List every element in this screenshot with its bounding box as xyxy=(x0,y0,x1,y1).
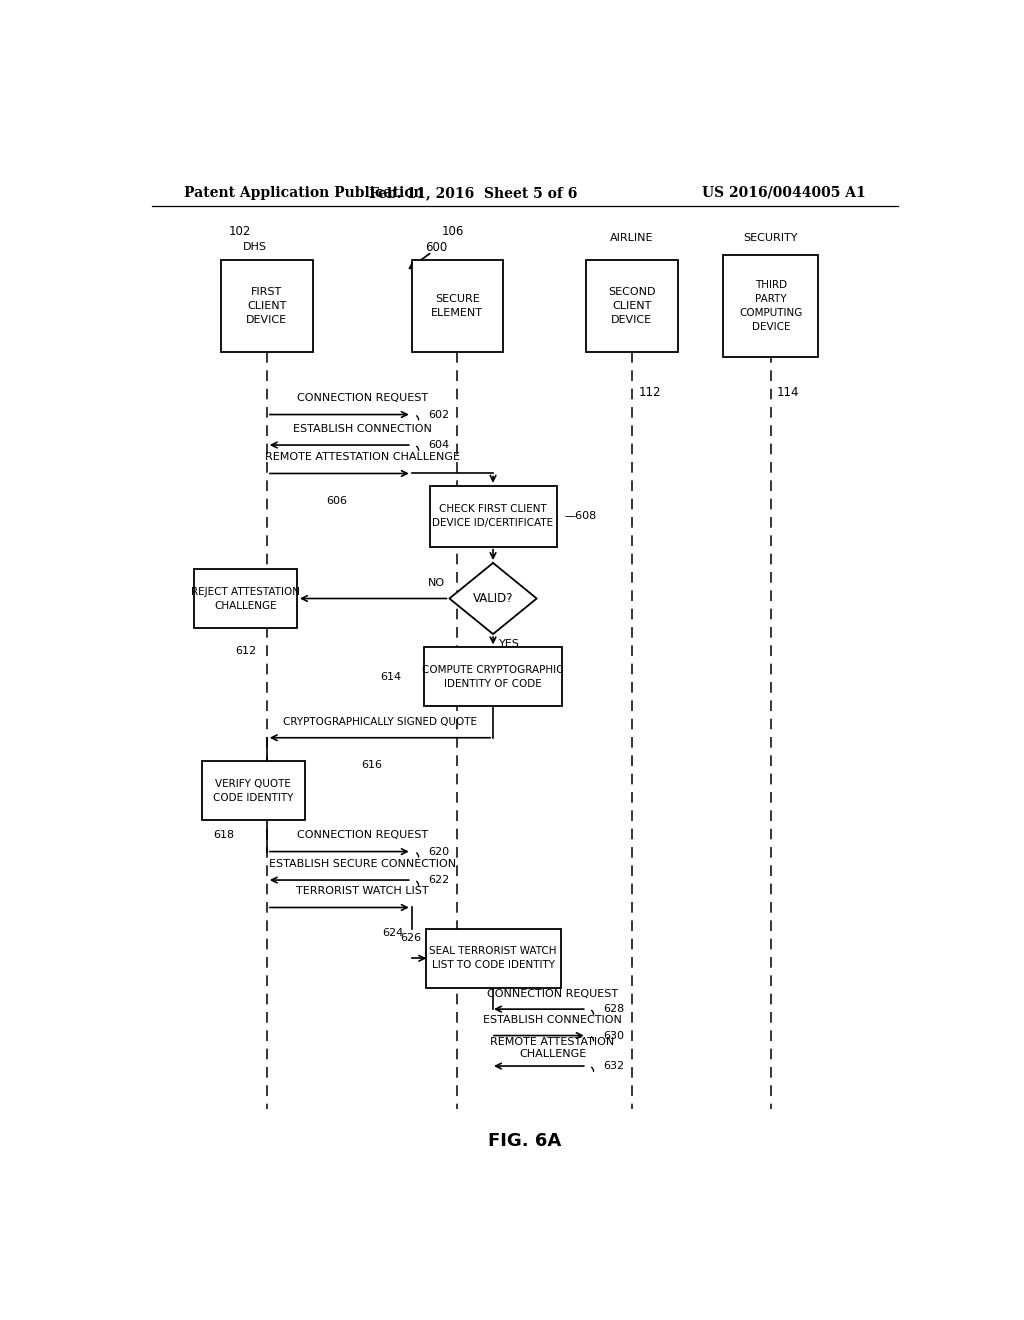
FancyBboxPatch shape xyxy=(194,569,297,628)
Text: ESTABLISH CONNECTION: ESTABLISH CONNECTION xyxy=(483,1015,622,1026)
Text: 630: 630 xyxy=(603,1031,625,1040)
Text: CONNECTION REQUEST: CONNECTION REQUEST xyxy=(297,830,428,841)
Text: 628: 628 xyxy=(603,1005,625,1014)
Text: CONNECTION REQUEST: CONNECTION REQUEST xyxy=(487,989,618,999)
Text: 106: 106 xyxy=(441,226,464,238)
Text: TERRORIST WATCH LIST: TERRORIST WATCH LIST xyxy=(296,886,428,896)
Text: 632: 632 xyxy=(603,1061,625,1071)
Text: DHS: DHS xyxy=(243,242,267,252)
Text: THIRD
PARTY
COMPUTING
DEVICE: THIRD PARTY COMPUTING DEVICE xyxy=(739,280,803,331)
Text: AIRLINE: AIRLINE xyxy=(610,232,653,243)
Text: CONNECTION REQUEST: CONNECTION REQUEST xyxy=(297,393,428,404)
Text: 610: 610 xyxy=(454,649,474,659)
Text: SECURITY: SECURITY xyxy=(743,232,798,243)
Text: 612: 612 xyxy=(234,647,256,656)
Text: VALID?: VALID? xyxy=(473,591,513,605)
Text: 618: 618 xyxy=(214,830,234,841)
Text: ESTABLISH SECURE CONNECTION: ESTABLISH SECURE CONNECTION xyxy=(268,859,456,869)
Text: —608: —608 xyxy=(564,511,597,521)
Text: NO: NO xyxy=(428,578,445,589)
FancyBboxPatch shape xyxy=(424,647,562,706)
Text: 102: 102 xyxy=(228,226,251,238)
Text: 604: 604 xyxy=(428,440,450,450)
Text: COMPUTE CRYPTOGRAPHIC
IDENTITY OF CODE: COMPUTE CRYPTOGRAPHIC IDENTITY OF CODE xyxy=(422,665,564,689)
Text: CHALLENGE: CHALLENGE xyxy=(519,1049,586,1059)
Text: FIG. 6A: FIG. 6A xyxy=(488,1133,561,1150)
Text: SECURE
ELEMENT: SECURE ELEMENT xyxy=(431,294,483,318)
Text: 622: 622 xyxy=(428,875,450,884)
FancyBboxPatch shape xyxy=(723,255,818,356)
Text: 600: 600 xyxy=(426,242,447,255)
FancyBboxPatch shape xyxy=(221,260,312,351)
Text: CHECK FIRST CLIENT
DEVICE ID/CERTIFICATE: CHECK FIRST CLIENT DEVICE ID/CERTIFICATE xyxy=(432,504,554,528)
Text: REJECT ATTESTATION
CHALLENGE: REJECT ATTESTATION CHALLENGE xyxy=(190,586,300,611)
FancyBboxPatch shape xyxy=(587,260,678,351)
Text: Patent Application Publication: Patent Application Publication xyxy=(183,186,423,199)
Polygon shape xyxy=(450,562,537,634)
Text: 620: 620 xyxy=(428,846,450,857)
Text: 112: 112 xyxy=(638,385,660,399)
FancyBboxPatch shape xyxy=(412,260,503,351)
Text: SECOND
CLIENT
DEVICE: SECOND CLIENT DEVICE xyxy=(608,286,655,325)
Text: 616: 616 xyxy=(361,760,383,770)
Text: FIRST
CLIENT
DEVICE: FIRST CLIENT DEVICE xyxy=(247,286,288,325)
Text: 606: 606 xyxy=(327,496,347,506)
Text: ESTABLISH CONNECTION: ESTABLISH CONNECTION xyxy=(293,424,431,434)
Text: 602: 602 xyxy=(428,409,450,420)
FancyBboxPatch shape xyxy=(202,762,305,820)
Text: Feb. 11, 2016  Sheet 5 of 6: Feb. 11, 2016 Sheet 5 of 6 xyxy=(369,186,578,199)
Text: 614: 614 xyxy=(380,672,401,681)
Text: US 2016/0044005 A1: US 2016/0044005 A1 xyxy=(702,186,866,199)
FancyBboxPatch shape xyxy=(426,929,560,987)
Text: YES: YES xyxy=(500,639,520,649)
Text: SEAL TERRORIST WATCH
LIST TO CODE IDENTITY: SEAL TERRORIST WATCH LIST TO CODE IDENTI… xyxy=(429,946,557,970)
FancyBboxPatch shape xyxy=(430,486,557,546)
Text: REMOTE ATTESTATION CHALLENGE: REMOTE ATTESTATION CHALLENGE xyxy=(264,453,460,462)
Text: VERIFY QUOTE
CODE IDENTITY: VERIFY QUOTE CODE IDENTITY xyxy=(213,779,294,803)
Text: 624: 624 xyxy=(383,928,403,939)
Text: REMOTE ATTESTATION: REMOTE ATTESTATION xyxy=(490,1036,614,1047)
Text: CRYPTOGRAPHICALLY SIGNED QUOTE: CRYPTOGRAPHICALLY SIGNED QUOTE xyxy=(283,717,477,726)
Text: 114: 114 xyxy=(777,385,800,399)
Text: 626: 626 xyxy=(400,933,422,942)
